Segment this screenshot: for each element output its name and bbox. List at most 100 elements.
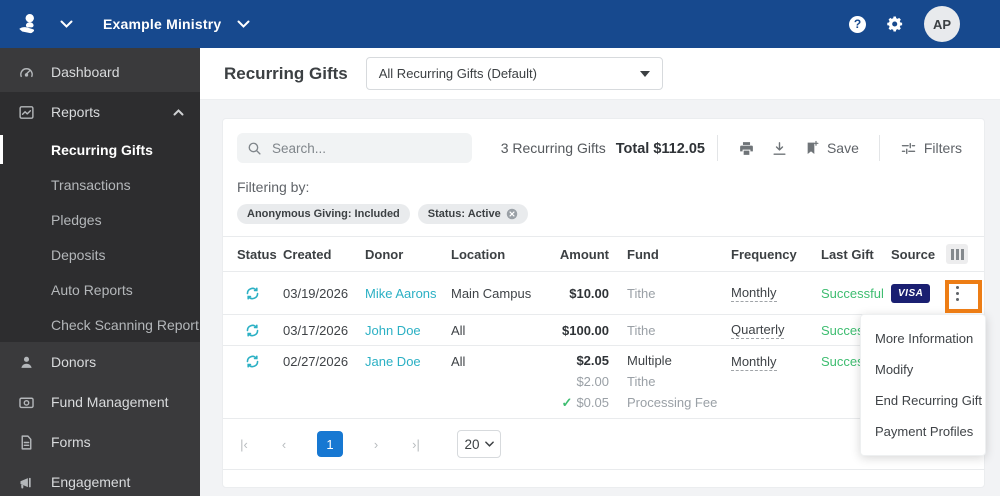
sidebar-sub-label: Recurring Gifts	[51, 141, 153, 158]
sidebar-item-fund-management[interactable]: Fund Management	[0, 382, 200, 422]
filter-chips: Anonymous Giving: Included Status: Activ…	[223, 195, 984, 236]
filters-label: Filters	[923, 140, 962, 156]
donor-link[interactable]: John Doe	[365, 322, 421, 338]
frequency[interactable]: Monthly	[731, 284, 777, 302]
save-report-button[interactable]: Save	[804, 140, 859, 156]
sidebar-sub-label: Deposits	[51, 246, 106, 263]
sidebar-item-pledges[interactable]: Pledges	[0, 202, 200, 237]
filter-chip-anonymous-giving[interactable]: Anonymous Giving: Included	[237, 204, 410, 224]
chip-label: Status: Active	[427, 208, 501, 220]
sidebar-item-label: Reports	[51, 104, 101, 120]
bookmark-plus-icon	[807, 140, 819, 154]
page-size-select[interactable]: 20	[457, 430, 501, 458]
next-page-icon[interactable]: ›	[373, 436, 379, 452]
print-button[interactable]	[738, 140, 755, 157]
column-header-frequency[interactable]: Frequency	[731, 246, 797, 262]
column-header-donor[interactable]: Donor	[365, 246, 404, 262]
org-switcher[interactable]: Example Ministry	[0, 10, 250, 38]
sidebar-item-donors[interactable]: Donors	[0, 342, 200, 382]
settings-gear-icon[interactable]	[886, 15, 904, 33]
fund: Tithe	[627, 285, 656, 301]
donor-link[interactable]: Jane Doe	[365, 354, 421, 369]
topbar: Example Ministry ? AP	[0, 0, 1000, 48]
sidebar-item-transactions[interactable]: Transactions	[0, 167, 200, 202]
money-icon	[18, 394, 35, 411]
page-number-button[interactable]: 1	[317, 431, 343, 457]
amount: $100.00	[562, 322, 609, 338]
chevron-down-icon	[237, 20, 250, 28]
amount: $10.00	[569, 285, 609, 301]
recurring-status-icon	[237, 286, 283, 301]
page-size-value: 20	[464, 436, 480, 452]
menu-item-more-information[interactable]: More Information	[875, 331, 974, 346]
location: All	[451, 354, 466, 369]
donor-link[interactable]: Mike Aarons	[365, 285, 437, 301]
menu-item-payment-profiles[interactable]: Payment Profiles	[875, 424, 974, 439]
search-box[interactable]	[237, 133, 472, 163]
sidebar-sub-label: Transactions	[51, 176, 131, 193]
chevron-up-icon	[173, 108, 184, 116]
search-input[interactable]	[270, 139, 450, 157]
remove-chip-icon[interactable]	[506, 208, 518, 220]
report-view-dropdown[interactable]: All Recurring Gifts (Default)	[365, 57, 663, 90]
sidebar-item-check-scanning-report[interactable]: Check Scanning Report	[0, 307, 200, 342]
menu-item-modify[interactable]: Modify	[875, 362, 914, 377]
row-actions-kebab-icon[interactable]	[948, 282, 966, 304]
help-icon[interactable]: ?	[849, 15, 866, 33]
gift-total: Total $112.05	[615, 140, 705, 157]
created-date: 03/19/2026	[283, 285, 349, 301]
search-icon	[247, 141, 262, 156]
sidebar-item-label: Forms	[51, 434, 91, 450]
sidebar-item-forms[interactable]: Forms	[0, 422, 200, 462]
sidebar-item-reports[interactable]: Reports	[0, 92, 200, 132]
sidebar-sub-label: Pledges	[51, 211, 102, 228]
sidebar: Dashboard Reports Recurring Gifts Transa…	[0, 48, 200, 496]
report-view-value: All Recurring Gifts (Default)	[378, 66, 537, 81]
filter-chip-status-active[interactable]: Status: Active	[417, 204, 528, 224]
sidebar-item-deposits[interactable]: Deposits	[0, 237, 200, 272]
sliders-icon	[901, 142, 916, 154]
row-actions-menu: More Information Modify End Recurring Gi…	[860, 314, 986, 456]
first-page-icon[interactable]: |‹	[240, 436, 248, 452]
divider	[716, 135, 718, 161]
megaphone-icon	[18, 474, 35, 491]
column-header-source[interactable]: Source	[891, 246, 936, 262]
person-icon	[18, 354, 35, 371]
reports-section: Reports Recurring Gifts Transactions Ple…	[0, 92, 200, 342]
previous-page-icon[interactable]: ‹	[281, 436, 287, 452]
sidebar-item-recurring-gifts[interactable]: Recurring Gifts	[0, 132, 200, 167]
sidebar-item-engagement[interactable]: Engagement	[0, 462, 200, 496]
menu-item-end-recurring-gift[interactable]: End Recurring Gift	[875, 393, 982, 408]
amount-sub: $2.00	[576, 374, 609, 389]
frequency[interactable]: Monthly	[731, 354, 777, 371]
document-icon	[18, 434, 35, 451]
chip-label: Anonymous Giving: Included	[247, 208, 400, 220]
fund: Tithe	[627, 322, 656, 338]
column-settings-icon[interactable]	[946, 244, 968, 264]
column-header-status[interactable]: Status	[237, 246, 277, 262]
save-label: Save	[826, 140, 859, 156]
filters-button[interactable]: Filters	[900, 140, 962, 157]
divider	[878, 135, 880, 161]
column-header-last-gift[interactable]: Last Gift	[821, 246, 874, 262]
recurring-status-icon	[237, 354, 283, 369]
user-avatar[interactable]: AP	[924, 6, 960, 42]
caret-down-icon	[639, 70, 650, 77]
column-header-fund[interactable]: Fund	[627, 246, 659, 262]
sidebar-sub-label: Check Scanning Report	[51, 316, 199, 333]
page-header: Recurring Gifts All Recurring Gifts (Def…	[200, 48, 1000, 100]
sidebar-item-label: Donors	[51, 354, 97, 370]
sidebar-item-label: Fund Management	[51, 394, 169, 410]
column-header-amount[interactable]: Amount	[559, 246, 609, 262]
download-button[interactable]	[771, 140, 788, 157]
sidebar-item-auto-reports[interactable]: Auto Reports	[0, 272, 200, 307]
column-header-location[interactable]: Location	[451, 246, 506, 262]
sidebar-sub-label: Auto Reports	[51, 281, 133, 298]
gift-count: 3 Recurring Gifts	[500, 139, 606, 156]
frequency[interactable]: Quarterly	[731, 321, 785, 339]
column-header-created[interactable]: Created	[283, 246, 332, 262]
sidebar-item-dashboard[interactable]: Dashboard	[0, 52, 200, 92]
last-page-icon[interactable]: ›|	[412, 436, 420, 452]
amount-fee: $0.05	[576, 395, 609, 410]
created-date: 02/27/2026	[283, 354, 349, 369]
